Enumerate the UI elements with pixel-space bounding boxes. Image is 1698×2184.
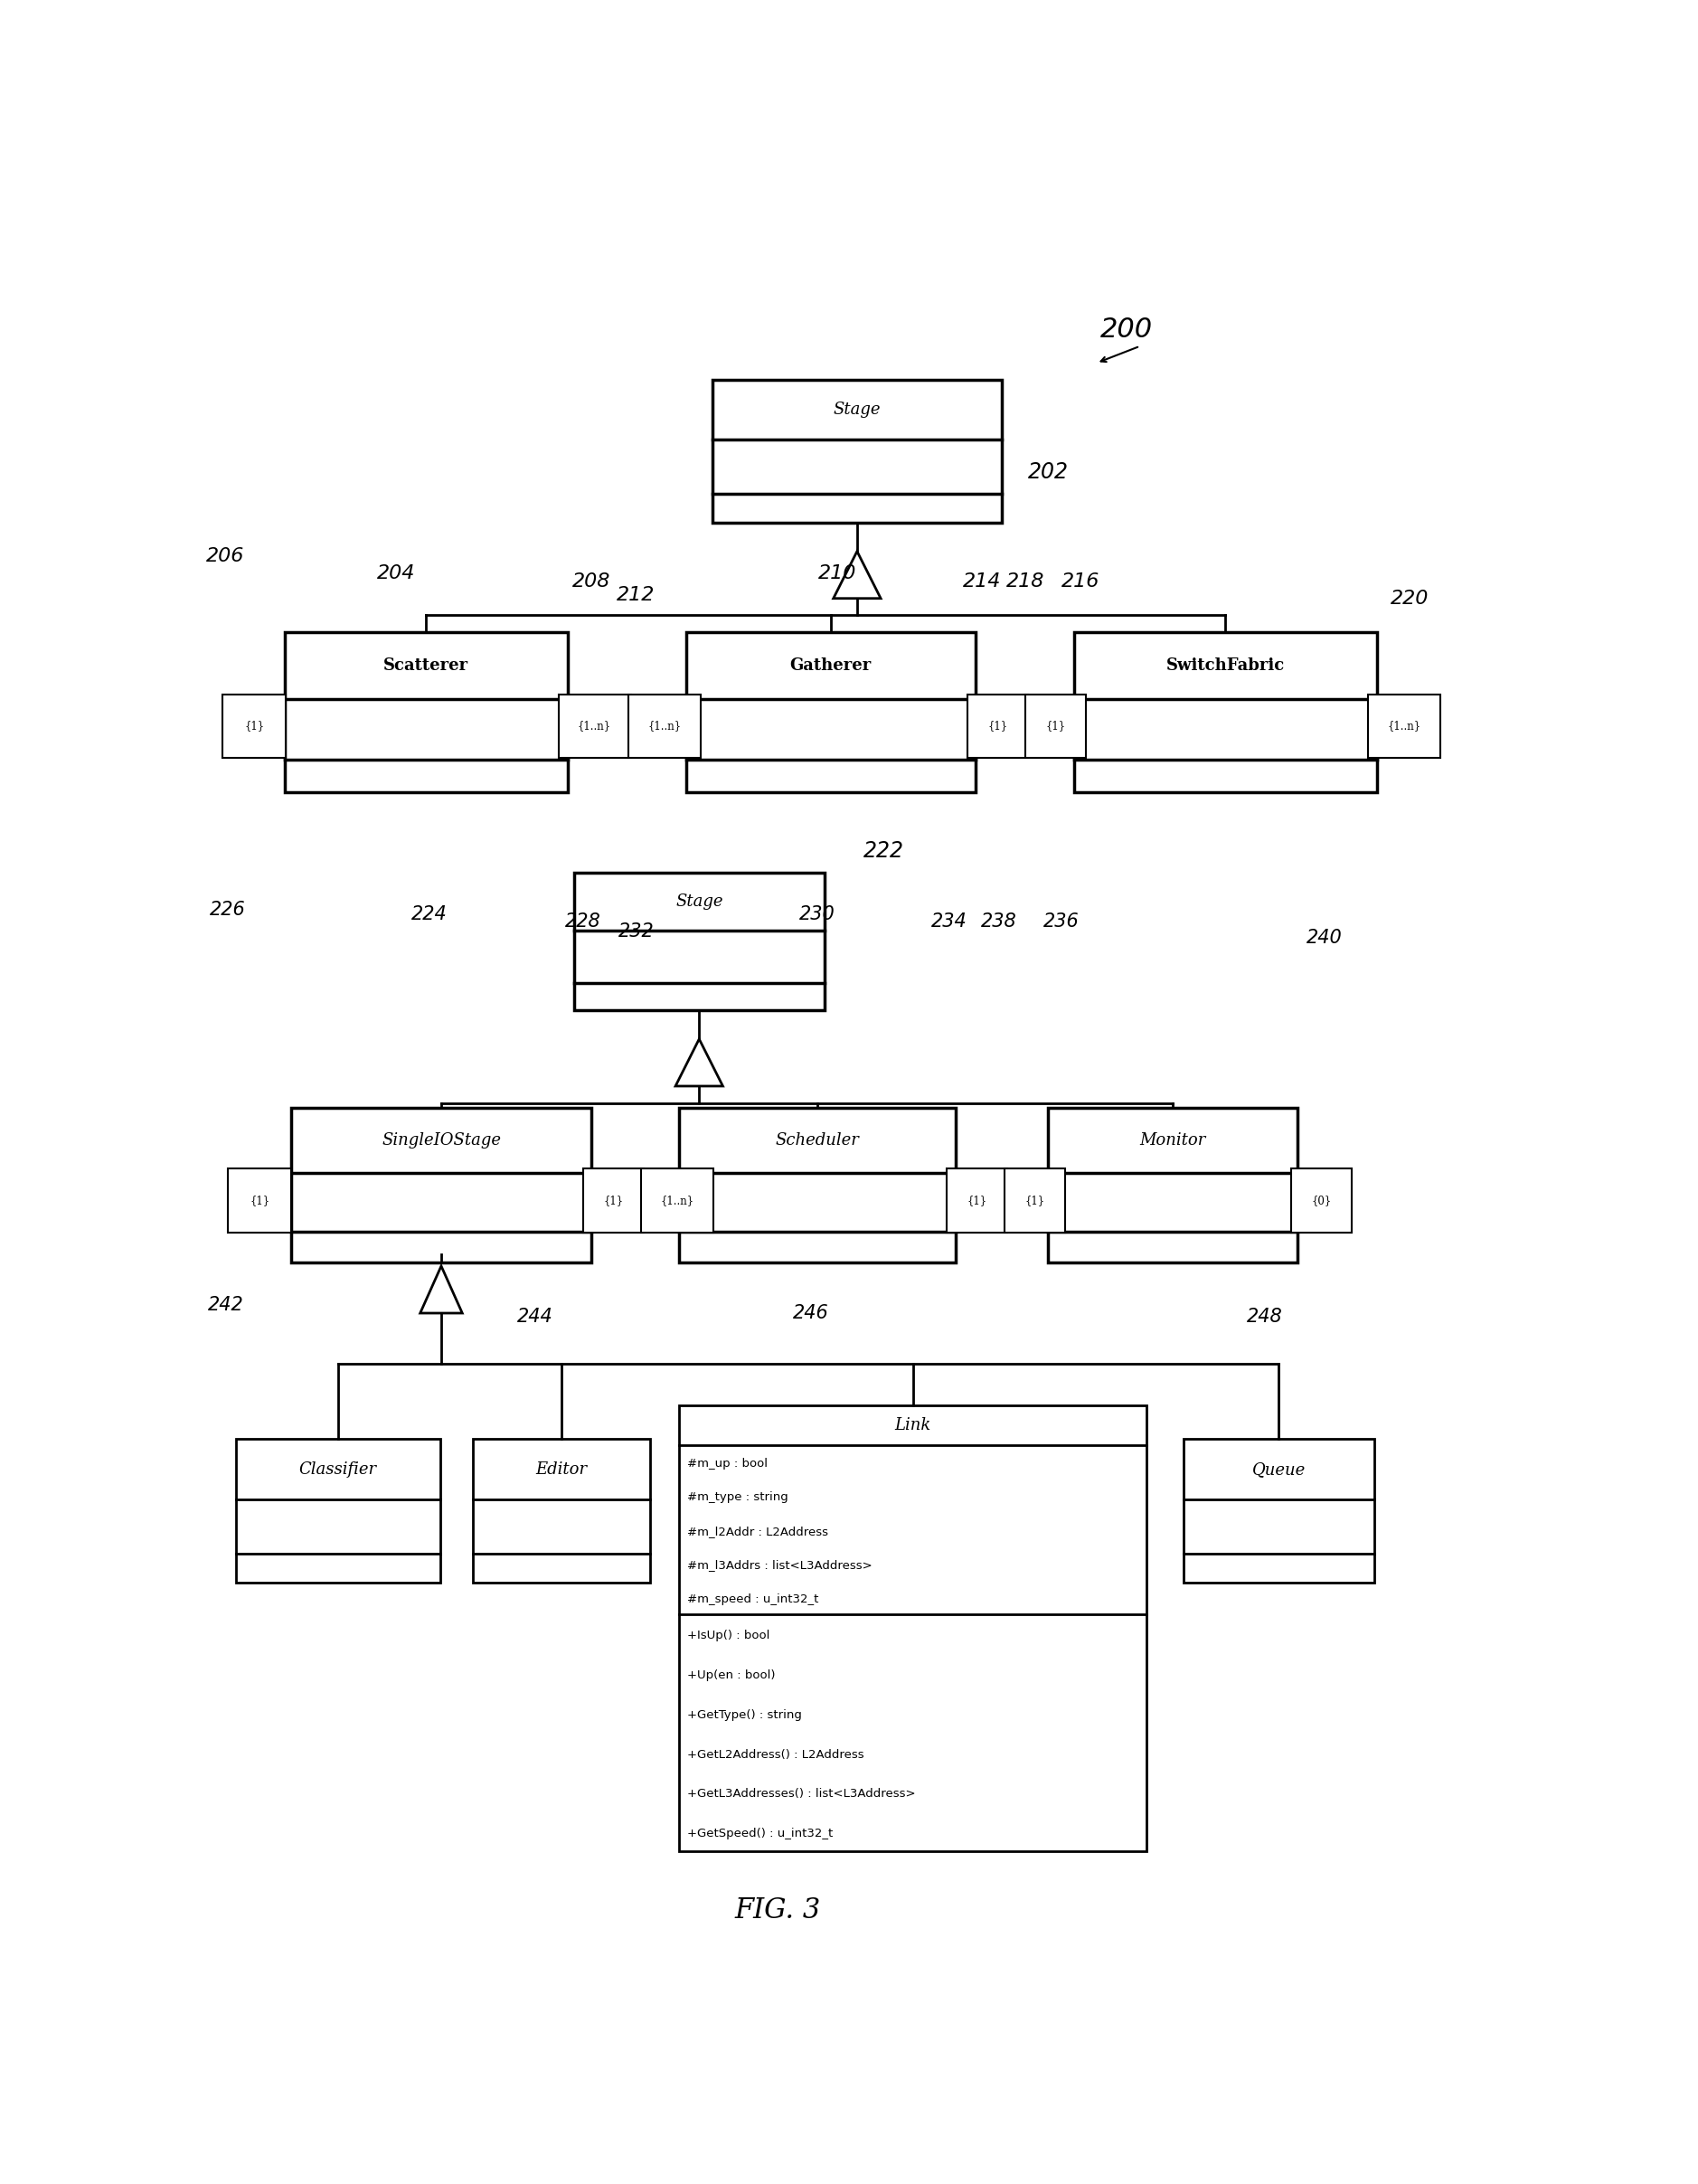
Bar [968, 695, 1029, 758]
Bar [559, 695, 630, 758]
Bar [679, 1107, 956, 1262]
Polygon shape [834, 550, 881, 598]
Text: #m_l2Addr : L2Address: #m_l2Addr : L2Address [688, 1524, 829, 1538]
Text: {0}: {0} [1311, 1195, 1331, 1206]
Text: 218: 218 [1007, 572, 1044, 590]
Bar [1075, 631, 1377, 793]
Text: +GetL2Address() : L2Address: +GetL2Address() : L2Address [688, 1749, 864, 1760]
Text: 228: 228 [565, 913, 601, 930]
Text: {1..n}: {1..n} [1387, 721, 1421, 732]
Bar [642, 1168, 713, 1232]
Text: Gatherer: Gatherer [790, 657, 871, 673]
Bar [1184, 1439, 1374, 1581]
Text: 202: 202 [1027, 461, 1068, 483]
Text: {1}: {1} [245, 721, 265, 732]
Text: 214: 214 [963, 572, 1002, 590]
Text: Stage: Stage [834, 402, 881, 417]
Bar [713, 380, 1002, 522]
Text: 236: 236 [1043, 913, 1078, 930]
Text: +GetSpeed() : u_int32_t: +GetSpeed() : u_int32_t [688, 1828, 834, 1839]
Text: Queue: Queue [1251, 1461, 1306, 1476]
Text: Scatterer: Scatterer [384, 657, 469, 673]
Text: {1..n}: {1..n} [577, 721, 611, 732]
Text: Scheduler: Scheduler [776, 1131, 859, 1149]
Text: {1}: {1} [1024, 1195, 1044, 1206]
Text: Classifier: Classifier [299, 1461, 377, 1476]
Bar [285, 631, 567, 793]
Text: 238: 238 [981, 913, 1017, 930]
Bar [686, 631, 976, 793]
Text: 200: 200 [1100, 317, 1153, 343]
Bar [1048, 1107, 1297, 1262]
Text: #m_up : bool: #m_up : bool [688, 1457, 767, 1470]
Bar [222, 695, 285, 758]
Text: 208: 208 [572, 572, 610, 590]
Bar [1367, 695, 1440, 758]
Text: 242: 242 [207, 1295, 243, 1315]
Text: 234: 234 [931, 913, 968, 930]
Text: #m_l3Addrs : list<L3Address>: #m_l3Addrs : list<L3Address> [688, 1559, 873, 1570]
Bar [292, 1107, 591, 1262]
Text: 212: 212 [616, 585, 655, 605]
Text: {1..n}: {1..n} [661, 1195, 694, 1206]
Text: 232: 232 [618, 922, 654, 941]
Text: +Up(en : bool): +Up(en : bool) [688, 1669, 776, 1682]
Text: Monitor: Monitor [1139, 1131, 1206, 1149]
Text: 206: 206 [205, 548, 245, 566]
Text: 224: 224 [411, 906, 447, 924]
Text: {1..n}: {1..n} [647, 721, 681, 732]
Bar [679, 1406, 1146, 1852]
Polygon shape [676, 1040, 723, 1085]
Bar [472, 1439, 650, 1581]
Text: #m_type : string: #m_type : string [688, 1492, 788, 1503]
Text: #m_speed : u_int32_t: #m_speed : u_int32_t [688, 1592, 818, 1605]
Text: 230: 230 [800, 906, 835, 924]
Text: 244: 244 [516, 1308, 552, 1326]
Text: Editor: Editor [537, 1461, 588, 1476]
Text: {1}: {1} [966, 1195, 987, 1206]
Polygon shape [419, 1267, 462, 1313]
Text: Stage: Stage [676, 893, 723, 909]
Text: 240: 240 [1306, 928, 1341, 948]
Text: SwitchFabric: SwitchFabric [1167, 657, 1285, 673]
Bar [1005, 1168, 1065, 1232]
Bar [584, 1168, 644, 1232]
Text: Link: Link [895, 1417, 931, 1433]
Bar [628, 695, 701, 758]
Text: {1}: {1} [988, 721, 1009, 732]
Text: 226: 226 [211, 900, 246, 919]
Text: +IsUp() : bool: +IsUp() : bool [688, 1629, 769, 1642]
Text: +GetL3Addresses() : list<L3Address>: +GetL3Addresses() : list<L3Address> [688, 1789, 915, 1800]
Bar [1292, 1168, 1352, 1232]
Text: {1}: {1} [250, 1195, 270, 1206]
Bar [574, 874, 824, 1011]
Text: 204: 204 [377, 563, 416, 583]
Bar [236, 1439, 440, 1581]
Text: 210: 210 [818, 563, 856, 583]
Text: {1}: {1} [603, 1195, 623, 1206]
Bar [946, 1168, 1007, 1232]
Bar [228, 1168, 292, 1232]
Text: 246: 246 [793, 1304, 829, 1321]
Bar [1026, 695, 1087, 758]
Text: 222: 222 [863, 841, 903, 860]
Text: 220: 220 [1391, 590, 1430, 607]
Text: +GetType() : string: +GetType() : string [688, 1710, 801, 1721]
Text: SingleIOStage: SingleIOStage [382, 1131, 501, 1149]
Text: {1}: {1} [1046, 721, 1066, 732]
Text: 248: 248 [1246, 1308, 1284, 1326]
Text: 216: 216 [1061, 572, 1100, 590]
Text: FIG. 3: FIG. 3 [735, 1896, 822, 1924]
